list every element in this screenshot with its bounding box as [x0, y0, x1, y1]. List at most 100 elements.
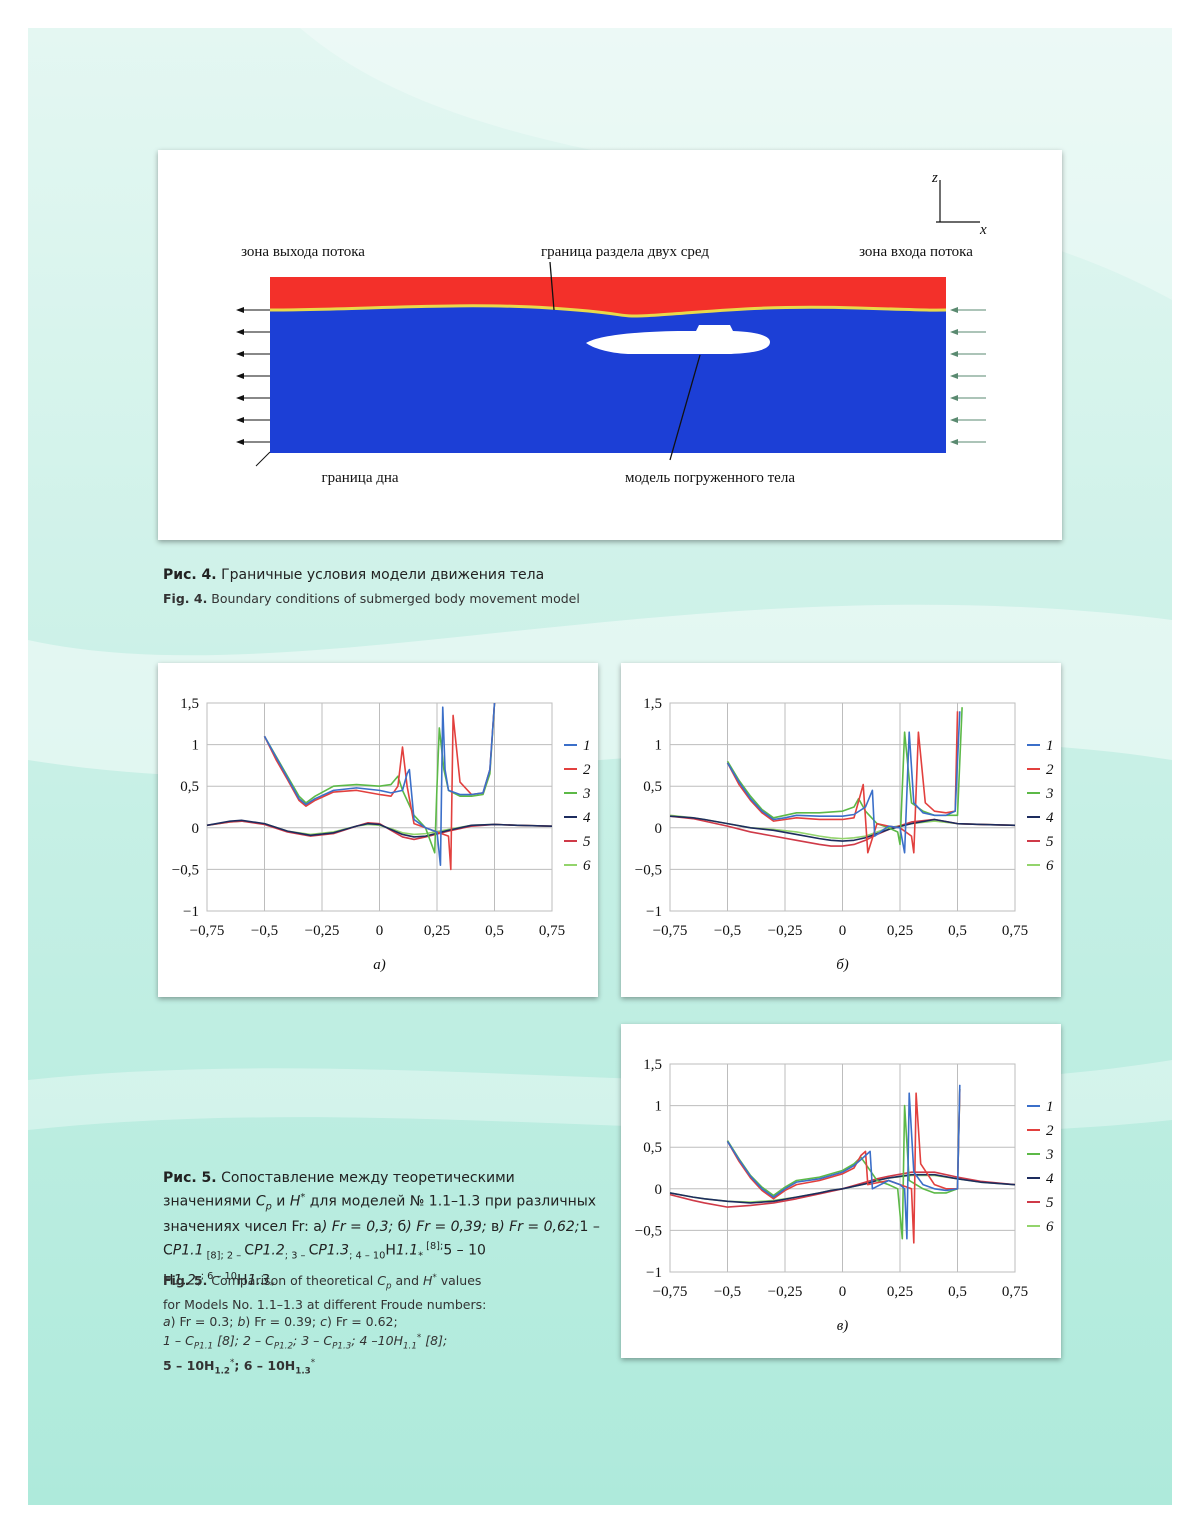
caption-part: P1.2: [254, 1243, 285, 1259]
caption-part: [8];: [421, 1333, 447, 1348]
legend-label: 4: [1046, 1171, 1054, 1187]
x-tick-label: −0,25: [768, 1284, 803, 1300]
caption-part: 1.2: [215, 1367, 231, 1377]
caption-part: P1.2: [274, 1341, 293, 1351]
caption-part: P1.1: [173, 1243, 204, 1259]
arrow-head: [236, 439, 244, 445]
caption-part: *: [418, 1251, 423, 1262]
x-tick-label: 0,5: [948, 1284, 967, 1300]
legend-label: 1: [1046, 1099, 1054, 1115]
legend-label: 1: [1046, 738, 1054, 754]
caption-part: Fig. 5.: [163, 1273, 207, 1288]
caption-text: Boundary conditions of submerged body mo…: [207, 591, 580, 606]
arrow-head: [236, 329, 244, 335]
caption-part: a: [163, 1314, 171, 1329]
caption-part: H: [290, 1194, 301, 1210]
x-tick-label: −0,75: [653, 1284, 688, 1300]
caption-part: Comparison of theoretical: [207, 1273, 377, 1288]
chart-panel: −1−0,500,511,5−0,75−0,5−0,2500,250,50,75…: [621, 1024, 1061, 1358]
x-tick-label: −0,5: [714, 923, 741, 939]
caption-part: ) Fr = 0.39;: [245, 1314, 320, 1329]
caption-part: 1.1: [403, 1341, 417, 1351]
legend-label: 3: [1045, 1147, 1054, 1163]
y-tick-label: 0,5: [180, 779, 199, 795]
legend-label: 2: [1046, 1123, 1054, 1139]
caption-part: for Models No. 1.1–1.3 at different Frou…: [163, 1297, 486, 1312]
arrow-head: [236, 417, 244, 423]
series-line: [728, 1089, 960, 1239]
y-tick-label: 0: [655, 1182, 663, 1198]
y-tick-label: −1: [646, 1265, 662, 1281]
caption-part: [8]; 2 –: [204, 1251, 245, 1262]
y-tick-label: −1: [183, 904, 199, 920]
figure-4-caption-en: Fig. 4. Boundary conditions of submerged…: [163, 590, 580, 607]
x-tick-label: 0: [376, 923, 384, 939]
figure-4-caption-ru: Рис. 4. Граничные условия модели движени…: [163, 565, 544, 585]
caption-part: ; 3 – C: [293, 1333, 332, 1348]
caption-part: ; 6 – 10H: [234, 1358, 295, 1373]
y-tick-label: 0: [192, 821, 200, 837]
caption-part: ) Fr = 0.62;: [327, 1314, 398, 1329]
caption-part: 1 – C: [163, 1333, 194, 1348]
x-tick-label: 0,25: [887, 1284, 913, 1300]
x-tick-label: −0,25: [768, 923, 803, 939]
legend-label: 6: [1046, 858, 1054, 874]
caption-label: Fig. 4.: [163, 591, 207, 606]
caption-part: P1.3: [332, 1341, 351, 1351]
y-tick-label: −0,5: [172, 862, 199, 878]
caption-part: ; 3 –: [285, 1251, 309, 1262]
x-tick-label: −0,5: [251, 923, 278, 939]
boundary-diagram: z x зона выхода потока граница раздела д…: [158, 150, 1062, 540]
chart-panel: −1−0,500,511,5−0,75−0,5−0,2500,250,50,75…: [621, 663, 1061, 997]
y-tick-label: 1: [655, 738, 663, 754]
caption-part: C: [244, 1243, 254, 1259]
caption-part: б: [398, 1219, 407, 1235]
caption-part: 1.3: [295, 1367, 311, 1377]
chart-caption: а): [373, 957, 386, 973]
legend-label: 4: [1046, 810, 1054, 826]
arrow-head: [950, 417, 958, 423]
x-tick-label: −0,25: [305, 923, 340, 939]
legend-label: 5: [1046, 834, 1054, 850]
axis-z-label: z: [931, 170, 938, 186]
caption-part: значениями: [163, 1194, 256, 1210]
caption-part: Рис. 5.: [163, 1170, 217, 1186]
legend-label: 5: [583, 834, 591, 850]
x-tick-label: 0,25: [424, 923, 450, 939]
caption-part: 5 – 10H: [163, 1358, 215, 1373]
y-tick-label: 1: [192, 738, 200, 754]
caption-part: *: [311, 1358, 315, 1368]
caption-part: значениях чисел Fr:: [163, 1219, 313, 1235]
interface-label: граница раздела двух сред: [541, 244, 709, 260]
leader-line: [256, 452, 270, 466]
legend-label: 3: [1045, 786, 1054, 802]
x-tick-label: 0: [839, 1284, 847, 1300]
x-tick-label: 0,75: [539, 923, 565, 939]
legend-label: 6: [583, 858, 591, 874]
figure-5-caption-en: Fig. 5. Comparison of theoretical Cp and…: [163, 1270, 486, 1381]
caption-part: 1.1: [396, 1243, 418, 1259]
series-line: [728, 1085, 960, 1239]
caption-label: Рис. 4.: [163, 567, 217, 583]
caption-part: ) Fr = 0,39;: [406, 1219, 491, 1235]
figure-4-panel: z x зона выхода потока граница раздела д…: [158, 150, 1062, 540]
arrow-head: [950, 351, 958, 357]
y-tick-label: 0: [655, 821, 663, 837]
caption-part: and: [392, 1273, 423, 1288]
y-tick-label: 0,5: [643, 779, 662, 795]
caption-part: ) Fr = 0,62;: [499, 1219, 579, 1235]
arrow-head: [950, 373, 958, 379]
x-tick-label: 0,5: [948, 923, 967, 939]
y-tick-label: 1,5: [643, 1057, 662, 1073]
legend-label: 2: [583, 762, 591, 778]
series-line: [728, 707, 963, 844]
arrow-head: [236, 395, 244, 401]
chart: −1−0,500,511,5−0,75−0,5−0,2500,250,50,75…: [158, 663, 598, 997]
caption-part: P1.1: [194, 1341, 213, 1351]
legend-label: 1: [583, 738, 591, 754]
x-tick-label: 0,25: [887, 923, 913, 939]
caption-part: 5 – 10: [443, 1243, 486, 1259]
chart: −1−0,500,511,5−0,75−0,5−0,2500,250,50,75…: [621, 663, 1061, 997]
caption-part: Сопоставление между теоретическими: [217, 1170, 515, 1186]
